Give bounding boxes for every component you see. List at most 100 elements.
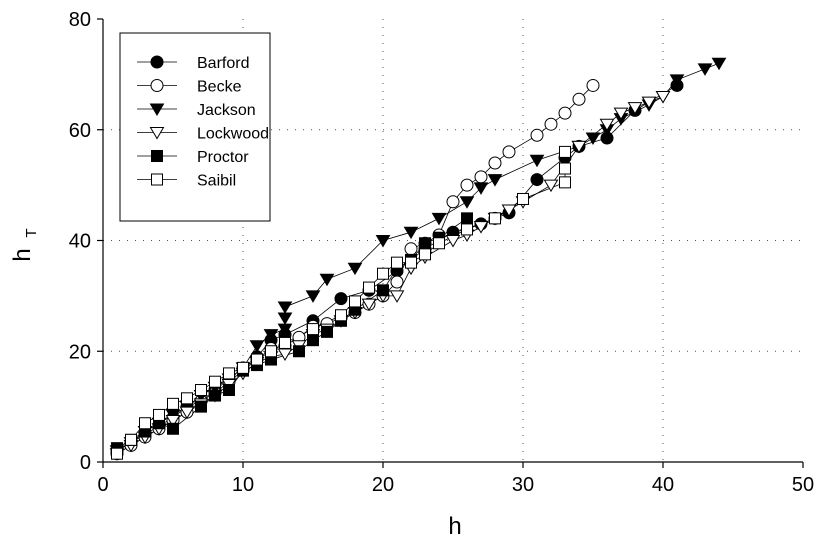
x-tick-label: 50 bbox=[792, 474, 814, 496]
point-proctor bbox=[377, 284, 389, 297]
point-lockwood bbox=[473, 221, 489, 234]
point-saibil bbox=[377, 267, 389, 280]
legend-label-jackson: Jackson bbox=[197, 102, 256, 119]
point-saibil bbox=[405, 256, 417, 269]
point-jackson bbox=[263, 329, 279, 342]
point-saibil bbox=[391, 256, 403, 269]
point-becke bbox=[404, 242, 418, 256]
point-saibil bbox=[559, 176, 571, 189]
point-becke bbox=[488, 156, 502, 170]
point-saibil bbox=[195, 384, 207, 397]
y-axis-title-subscript: T bbox=[23, 228, 40, 237]
x-tick-label: 20 bbox=[372, 474, 394, 496]
legend: Barford Becke Jackson Lockwood Proctor Saibil bbox=[119, 32, 271, 222]
y-tick-label: 60 bbox=[69, 120, 91, 142]
axes bbox=[97, 18, 804, 468]
legend-label-lockwood: Lockwood bbox=[197, 126, 269, 143]
point-lockwood bbox=[445, 235, 461, 248]
series-saibil bbox=[111, 145, 571, 460]
y-axis-title-main: h bbox=[9, 248, 36, 261]
point-jackson bbox=[697, 63, 713, 76]
point-jackson bbox=[473, 182, 489, 195]
point-proctor bbox=[209, 389, 221, 402]
series-line-barford bbox=[116, 85, 678, 452]
point-lockwood bbox=[543, 179, 559, 193]
point-lockwood bbox=[501, 204, 517, 218]
point-lockwood bbox=[277, 348, 293, 362]
series-markers bbox=[109, 57, 727, 461]
legend-box bbox=[119, 32, 271, 222]
point-lockwood bbox=[655, 91, 671, 104]
point-becke bbox=[502, 145, 516, 159]
series-line-jackson bbox=[116, 62, 720, 452]
point-becke bbox=[446, 195, 460, 209]
y-axis-title: h T bbox=[9, 228, 40, 261]
point-lockwood bbox=[179, 406, 195, 420]
point-becke bbox=[572, 92, 586, 106]
point-becke bbox=[474, 170, 488, 184]
point-proctor bbox=[461, 212, 473, 225]
x-tick-label: 40 bbox=[652, 474, 674, 496]
point-becke bbox=[460, 178, 474, 192]
point-lockwood bbox=[571, 140, 587, 154]
point-saibil bbox=[335, 309, 347, 322]
point-saibil bbox=[167, 397, 179, 410]
point-saibil bbox=[223, 367, 235, 380]
legend-label-proctor: Proctor bbox=[197, 149, 249, 166]
point-saibil bbox=[559, 162, 571, 175]
tick-labels: 0 10 20 30 40 50 0 20 40 60 80 bbox=[69, 9, 814, 496]
legend-label-becke: Becke bbox=[197, 79, 242, 96]
legend-label-barford: Barford bbox=[197, 55, 249, 72]
y-tick-label: 40 bbox=[69, 231, 91, 253]
point-saibil bbox=[307, 323, 319, 336]
point-barford bbox=[530, 173, 544, 187]
point-saibil bbox=[279, 336, 291, 349]
point-saibil bbox=[237, 361, 249, 374]
point-jackson bbox=[277, 312, 293, 326]
point-saibil bbox=[349, 295, 361, 308]
y-tick-label: 80 bbox=[69, 9, 91, 31]
point-lockwood bbox=[165, 414, 181, 428]
point-saibil bbox=[363, 281, 375, 294]
y-tick-label: 20 bbox=[69, 341, 91, 363]
x-tick-label: 30 bbox=[512, 474, 534, 496]
point-becke bbox=[558, 106, 572, 120]
point-jackson bbox=[277, 301, 293, 314]
point-jackson bbox=[305, 290, 321, 303]
point-lockwood bbox=[641, 96, 657, 110]
y-tick-label: 0 bbox=[80, 452, 91, 474]
point-jackson bbox=[669, 74, 685, 87]
point-saibil bbox=[181, 392, 193, 405]
point-saibil bbox=[461, 223, 473, 236]
point-saibil bbox=[489, 212, 501, 225]
point-jackson bbox=[319, 273, 335, 287]
point-jackson bbox=[375, 235, 391, 248]
point-saibil bbox=[111, 447, 123, 460]
point-becke bbox=[544, 117, 558, 131]
point-jackson bbox=[403, 226, 419, 240]
x-axis-title: h bbox=[448, 513, 461, 540]
point-proctor bbox=[419, 237, 431, 250]
point-jackson bbox=[585, 132, 601, 146]
point-becke bbox=[390, 275, 404, 289]
point-jackson bbox=[487, 174, 503, 187]
point-becke bbox=[586, 78, 600, 92]
point-saibil bbox=[251, 353, 263, 366]
point-lockwood bbox=[599, 118, 615, 132]
point-lockwood bbox=[627, 102, 643, 115]
legend-marker-saibil bbox=[151, 173, 163, 186]
point-proctor bbox=[307, 334, 319, 347]
point-saibil bbox=[209, 375, 221, 388]
legend-marker-barford bbox=[150, 55, 164, 69]
point-saibil bbox=[433, 237, 445, 250]
point-saibil bbox=[153, 408, 165, 421]
point-saibil bbox=[559, 145, 571, 158]
x-tick-label: 10 bbox=[232, 474, 254, 496]
point-saibil bbox=[517, 192, 529, 205]
point-saibil bbox=[265, 345, 277, 358]
point-saibil bbox=[419, 248, 431, 261]
point-jackson bbox=[459, 196, 475, 209]
legend-marker-jackson bbox=[149, 103, 165, 116]
point-barford bbox=[334, 292, 348, 306]
